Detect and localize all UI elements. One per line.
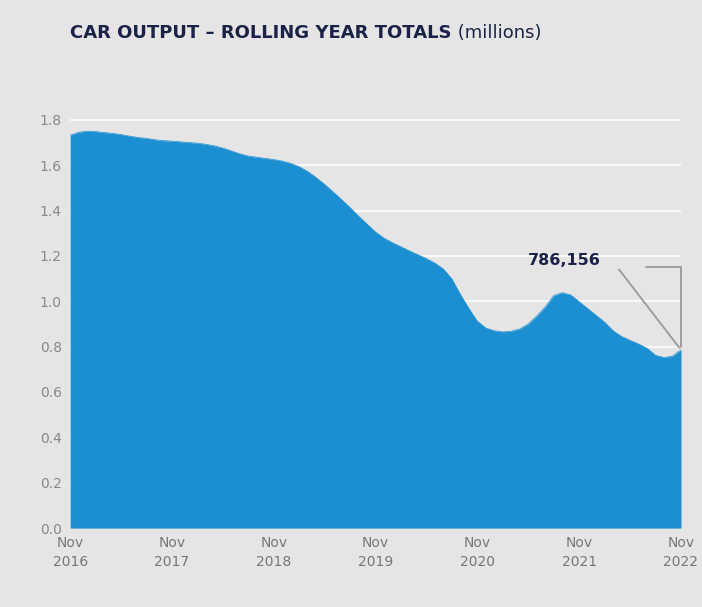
Text: CAR OUTPUT – ROLLING YEAR TOTALS: CAR OUTPUT – ROLLING YEAR TOTALS — [70, 24, 451, 42]
Text: 786,156: 786,156 — [528, 253, 601, 268]
Text: (millions): (millions) — [451, 24, 541, 42]
